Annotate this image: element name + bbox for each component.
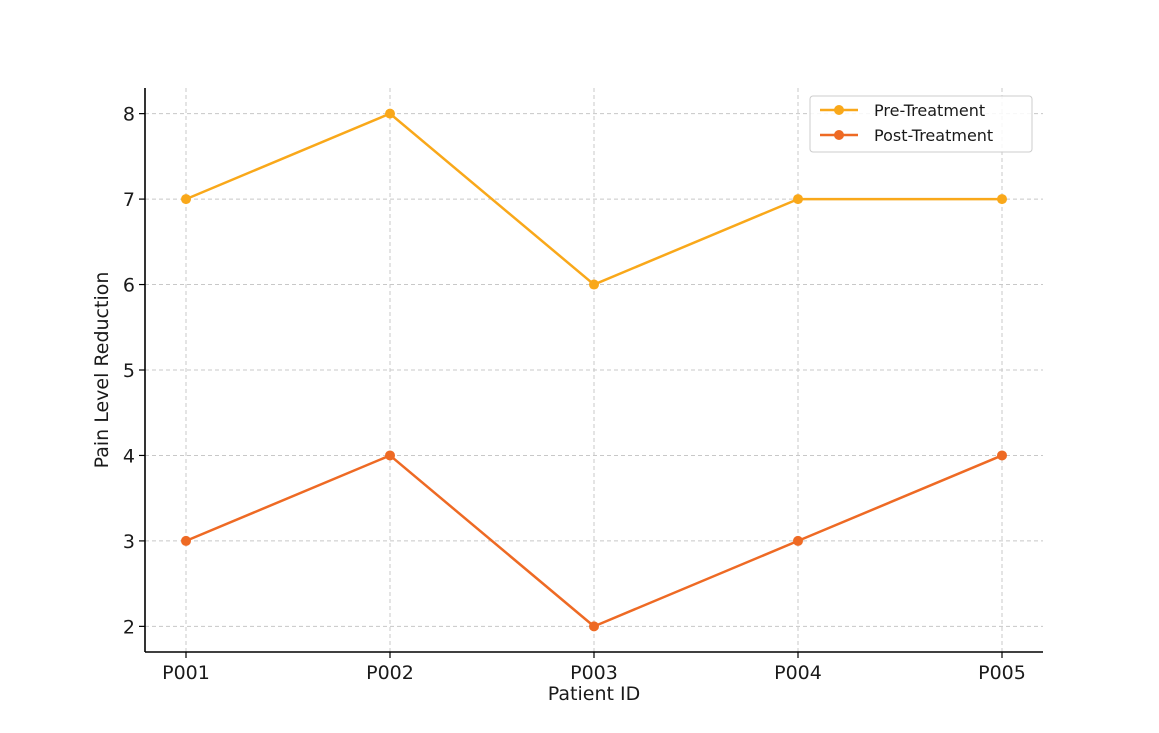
legend-marker-pre-treatment [834, 105, 844, 115]
series-layer [181, 108, 1007, 632]
y-tick-label-5: 5 [123, 360, 135, 382]
y-tick-label-3: 3 [123, 531, 135, 553]
y-tick-label-6: 6 [123, 275, 135, 297]
data-point-pre-treatment-p002 [385, 108, 395, 119]
y-ticks: 2 3 4 5 6 7 8 [123, 104, 145, 638]
data-point-pre-treatment-p005 [997, 194, 1007, 205]
x-tick-label-p004: P004 [774, 662, 822, 684]
data-point-pre-treatment-p001 [181, 194, 191, 205]
y-tick-label-7: 7 [123, 189, 135, 211]
grid-lines [145, 88, 1043, 652]
y-tick-label-8: 8 [123, 104, 135, 126]
legend-label-pre-treatment: Pre-Treatment [874, 101, 985, 120]
data-point-post-treatment-p004 [793, 535, 803, 546]
legend-marker-post-treatment [834, 130, 844, 140]
y-axis-title: Pain Level Reduction [91, 272, 113, 469]
legend: Pre-Treatment Post-Treatment [809, 95, 1033, 153]
data-point-post-treatment-p001 [181, 535, 191, 546]
x-tick-label-p002: P002 [366, 662, 414, 684]
x-tick-label-p005: P005 [978, 662, 1026, 684]
data-point-pre-treatment-p003 [589, 279, 599, 290]
legend-box [809, 95, 1033, 153]
x-ticks: P001 P002 P003 P004 P005 [162, 652, 1026, 684]
data-point-pre-treatment-p004 [793, 194, 803, 205]
y-tick-label-2: 2 [123, 616, 135, 638]
data-point-post-treatment-p003 [589, 621, 599, 632]
data-point-post-treatment-p005 [997, 450, 1007, 461]
x-tick-label-p003: P003 [570, 662, 618, 684]
legend-label-post-treatment: Post-Treatment [874, 126, 993, 145]
x-tick-label-p001: P001 [162, 662, 210, 684]
x-axis-title: Patient ID [548, 683, 640, 705]
y-tick-label-4: 4 [123, 445, 135, 467]
data-point-post-treatment-p002 [385, 450, 395, 461]
